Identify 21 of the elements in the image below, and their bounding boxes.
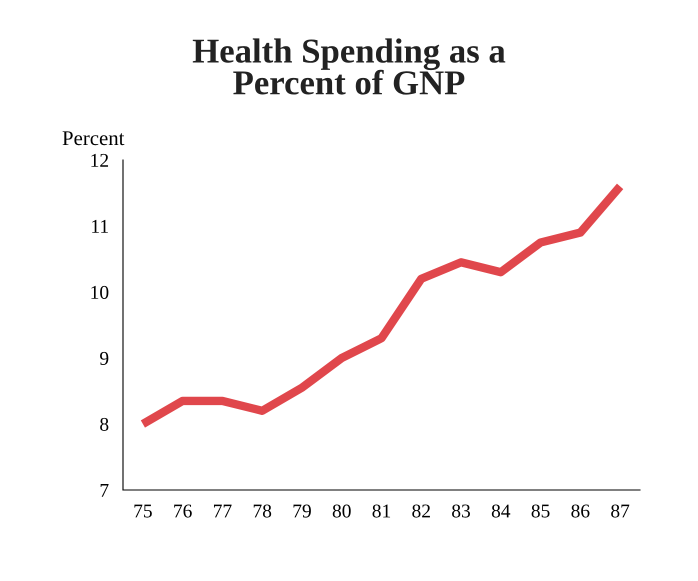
x-tick-label: 84 — [492, 504, 510, 518]
x-tick-label: 86 — [571, 504, 590, 518]
x-tick-label: 83 — [452, 504, 470, 518]
y-axis-title: Percent — [62, 131, 124, 146]
y-tick-label: 10 — [91, 286, 108, 299]
chart-title: Health Spending as a Percent of GNP — [192, 38, 506, 95]
x-tick-label: 75 — [134, 504, 152, 518]
y-tick-label: 12 — [91, 154, 108, 167]
x-tick-label: 76 — [174, 504, 192, 518]
x-tick-label: 81 — [372, 504, 390, 518]
y-tick-label: 9 — [100, 352, 108, 365]
y-tick-label: 11 — [92, 220, 108, 233]
x-tick-label: 78 — [254, 504, 272, 518]
x-tick-label: 87 — [611, 504, 630, 518]
y-tick-label: 7 — [100, 484, 109, 497]
y-tick-label: 8 — [100, 418, 108, 431]
x-tick-label: 77 — [214, 504, 232, 518]
x-tick-label: 79 — [294, 504, 311, 518]
x-tick-label: 85 — [532, 504, 550, 518]
x-tick-label: 80 — [332, 504, 351, 518]
x-tick-label: 82 — [412, 504, 430, 518]
